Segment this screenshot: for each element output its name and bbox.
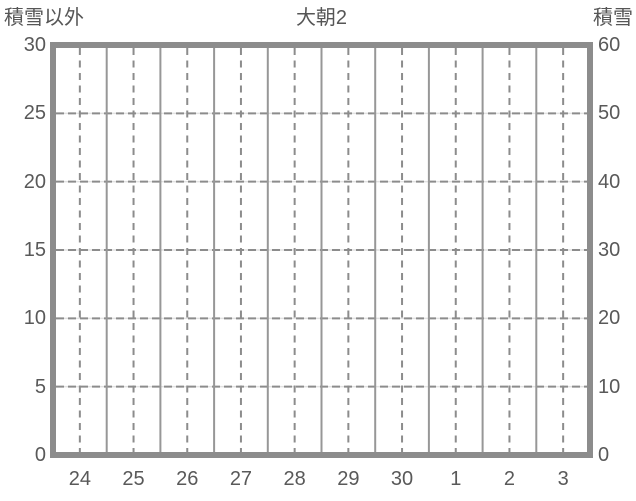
y-axis-left-tick-label: 20 xyxy=(23,170,46,193)
y-axis-right-tick-label: 20 xyxy=(598,307,621,330)
chart-title: 大朝2 xyxy=(295,7,348,29)
x-axis-tick-label: 29 xyxy=(337,468,360,490)
x-axis-tick-label: 1 xyxy=(450,468,462,490)
y-axis-right-tick-label: 60 xyxy=(598,34,621,56)
x-axis-tick-label: 3 xyxy=(557,468,569,490)
y-axis-right-tick-label: 30 xyxy=(598,239,621,261)
y-axis-right-tick-label: 10 xyxy=(598,375,621,398)
y-axis-left-tick-label: 30 xyxy=(23,34,46,56)
x-axis-tick-label: 26 xyxy=(176,468,199,490)
y-axis-left-tick-label: 0 xyxy=(34,444,46,466)
y-axis-right-tick-label: 40 xyxy=(598,170,621,193)
y-axis-left-tick-label: 10 xyxy=(23,307,46,330)
grid-svg xyxy=(56,48,587,452)
x-axis-tick-label: 2 xyxy=(503,468,515,490)
y-axis-right-tick-label: 0 xyxy=(598,444,610,466)
x-axis-tick-label: 25 xyxy=(122,468,145,490)
right-axis-title: 積雪 xyxy=(593,7,633,29)
y-axis-right-tick-label: 50 xyxy=(598,102,621,125)
y-axis-left-tick-label: 5 xyxy=(34,375,46,398)
y-axis-left-tick-label: 15 xyxy=(23,239,46,261)
x-axis-tick-label: 27 xyxy=(229,468,253,490)
x-axis-tick-label: 30 xyxy=(390,468,414,490)
x-axis-tick-label: 24 xyxy=(68,468,91,490)
y-axis-left-tick-label: 25 xyxy=(23,102,46,125)
x-axis-tick-label: 28 xyxy=(283,468,306,490)
left-axis-title: 積雪以外 xyxy=(4,7,84,29)
